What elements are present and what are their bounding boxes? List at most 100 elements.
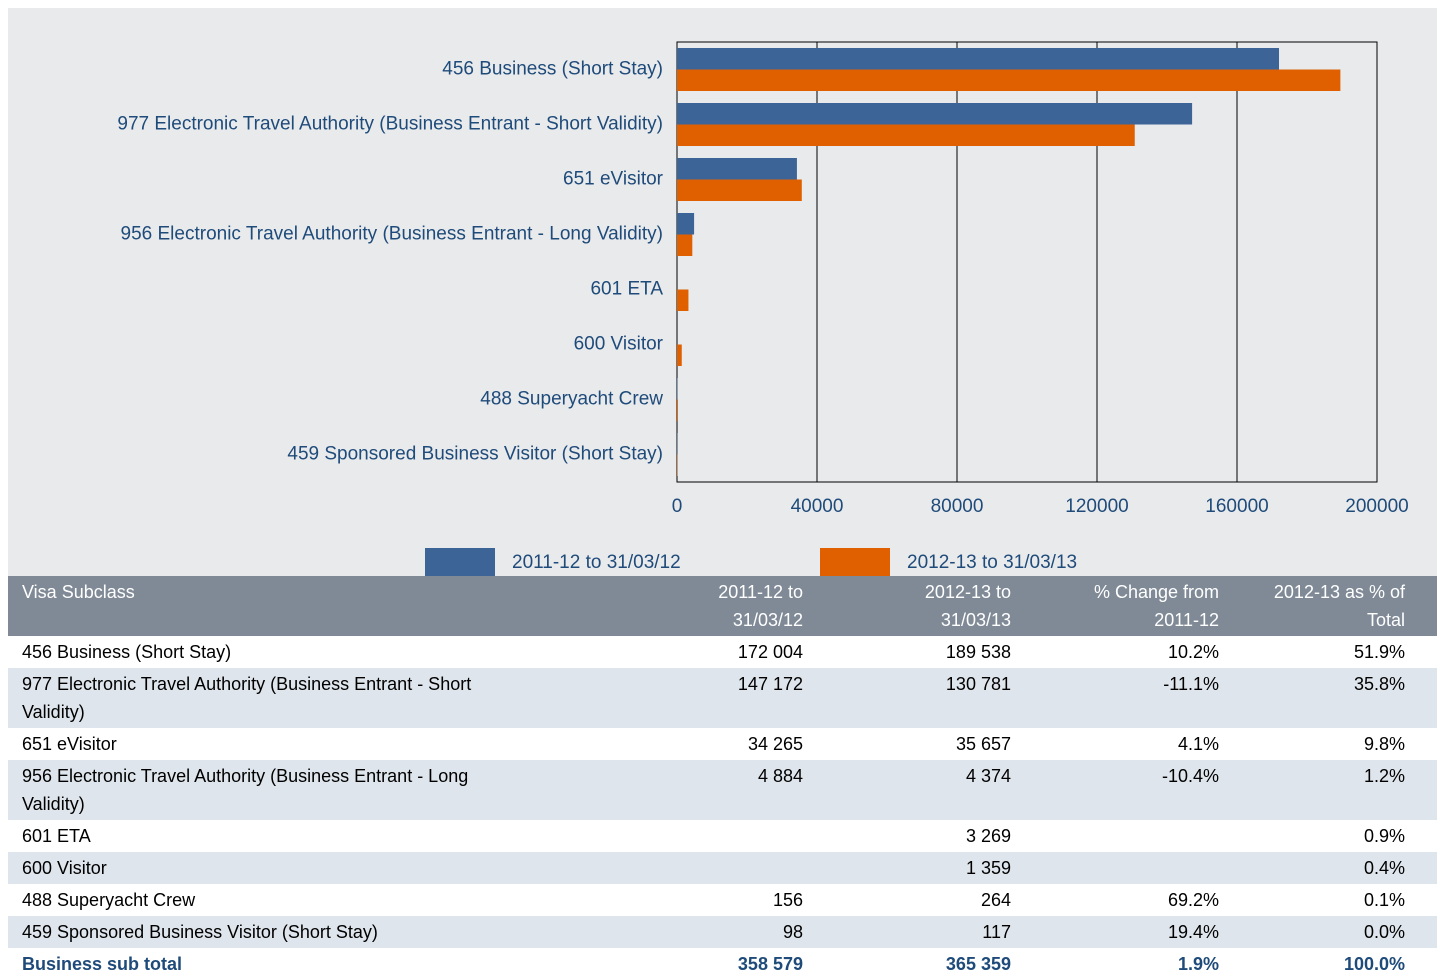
chart-background xyxy=(8,8,1437,576)
cell-text: Visa Subclass xyxy=(22,578,517,606)
table-cell: 1.2% xyxy=(1231,760,1437,820)
table-cell: 0.9% xyxy=(1231,820,1437,852)
cell-text: 10.2% xyxy=(1059,638,1219,666)
y-tick-label: 601 ETA xyxy=(590,279,663,300)
x-tick-label: 80000 xyxy=(931,496,984,517)
table-cell: 117 xyxy=(815,916,1023,948)
bar xyxy=(677,103,1192,125)
cell-text: 1.2% xyxy=(1265,762,1405,790)
cell-text: 651 eVisitor xyxy=(22,730,517,758)
header-cell: Visa Subclass xyxy=(8,576,600,636)
cell-text: 600 Visitor xyxy=(22,854,517,882)
x-tick-label: 200000 xyxy=(1345,496,1408,517)
table-cell: 956 Electronic Travel Authority (Busines… xyxy=(8,760,600,820)
table-cell: -11.1% xyxy=(1023,668,1231,728)
table-row: Business sub total 358 579 365 359 1.9% 100.… xyxy=(8,948,1437,980)
y-tick-label: 956 Electronic Travel Authority (Busines… xyxy=(121,224,663,245)
table-cell: 459 Sponsored Business Visitor (Short St… xyxy=(8,916,600,948)
cell-text: 172 004 xyxy=(693,638,803,666)
cell-text: 456 Business (Short Stay) xyxy=(22,638,517,666)
table-cell: 0.4% xyxy=(1231,852,1437,884)
table-cell xyxy=(600,820,815,852)
cell-text: -11.1% xyxy=(1059,670,1219,698)
table-row: 977 Electronic Travel Authority (Busines… xyxy=(8,668,1437,728)
bar xyxy=(677,180,802,202)
cell-text: % Change from 2011-12 xyxy=(1059,578,1219,634)
table-cell: 601 ETA xyxy=(8,820,600,852)
table-cell: 1 359 xyxy=(815,852,1023,884)
table-cell: 98 xyxy=(600,916,815,948)
table-cell: 100.0% xyxy=(1231,948,1437,980)
legend-label: 2011-12 to 31/03/12 xyxy=(512,552,681,573)
y-tick-label: 459 Sponsored Business Visitor (Short St… xyxy=(287,444,663,465)
x-tick-label: 0 xyxy=(672,496,683,517)
table-cell: 34 265 xyxy=(600,728,815,760)
x-tick-label: 120000 xyxy=(1065,496,1128,517)
cell-text: 365 359 xyxy=(901,950,1011,978)
bar xyxy=(677,70,1340,92)
table-cell: 358 579 xyxy=(600,948,815,980)
x-tick-label: 40000 xyxy=(791,496,844,517)
x-tick-label: 160000 xyxy=(1205,496,1268,517)
table-cell: 4 884 xyxy=(600,760,815,820)
table-cell: 172 004 xyxy=(600,636,815,668)
table-cell: 0.0% xyxy=(1231,916,1437,948)
header-cell: 2012-13 as % of Total xyxy=(1231,576,1437,636)
bar xyxy=(677,290,688,312)
y-tick-label: 600 Visitor xyxy=(574,334,664,355)
table-cell: 651 eVisitor xyxy=(8,728,600,760)
table-cell: 9.8% xyxy=(1231,728,1437,760)
table-cell: 35 657 xyxy=(815,728,1023,760)
cell-text: 977 Electronic Travel Authority (Busines… xyxy=(22,670,517,726)
y-tick-label: 977 Electronic Travel Authority (Busines… xyxy=(117,114,663,135)
chart: 0 40000 80000 120000 160000 200000 456 Busines… xyxy=(0,0,1445,576)
table-cell: 4 374 xyxy=(815,760,1023,820)
table-cell xyxy=(1023,852,1231,884)
table-cell: 19.4% xyxy=(1023,916,1231,948)
table-cell: -10.4% xyxy=(1023,760,1231,820)
bar xyxy=(677,378,678,400)
table-cell: 35.8% xyxy=(1231,668,1437,728)
bar xyxy=(677,345,682,367)
cell-text: Business sub total xyxy=(22,950,517,978)
cell-text: 98 xyxy=(693,918,803,946)
table-row: 600 Visitor 1 359 0.4% xyxy=(8,852,1437,884)
y-tick-label: 488 Superyacht Crew xyxy=(480,389,663,410)
table-cell: 130 781 xyxy=(815,668,1023,728)
legend-label: 2012-13 to 31/03/13 xyxy=(907,552,1077,573)
header-cell: 2011-12 to 31/03/12 xyxy=(600,576,815,636)
table-cell: 1.9% xyxy=(1023,948,1231,980)
cell-text: 156 xyxy=(693,886,803,914)
cell-text: 0.9% xyxy=(1265,822,1405,850)
cell-text: 117 xyxy=(901,918,1011,946)
y-tick-label: 651 eVisitor xyxy=(563,169,664,190)
cell-text: 51.9% xyxy=(1265,638,1405,666)
cell-text: 601 ETA xyxy=(22,822,517,850)
y-tick-label: 456 Business (Short Stay) xyxy=(442,59,663,80)
cell-text: 2012-13 to 31/03/13 xyxy=(901,578,1011,634)
cell-text: 19.4% xyxy=(1059,918,1219,946)
cell-text: 2012-13 as % of Total xyxy=(1265,578,1405,634)
table-cell: 488 Superyacht Crew xyxy=(8,884,600,916)
table-cell: 456 Business (Short Stay) xyxy=(8,636,600,668)
cell-text: 4.1% xyxy=(1059,730,1219,758)
cell-text: 130 781 xyxy=(901,670,1011,698)
cell-text: 0.0% xyxy=(1265,918,1405,946)
bar xyxy=(677,48,1279,70)
table-cell xyxy=(1023,820,1231,852)
data-table: Visa Subclass 2011-12 to 31/03/12 2012-13 … xyxy=(8,576,1437,980)
cell-text: 0.1% xyxy=(1265,886,1405,914)
table-cell: 51.9% xyxy=(1231,636,1437,668)
cell-text: 100.0% xyxy=(1265,950,1405,978)
table-cell: 147 172 xyxy=(600,668,815,728)
cell-text: 35 657 xyxy=(901,730,1011,758)
cell-text: 0.4% xyxy=(1265,854,1405,882)
cell-text: 488 Superyacht Crew xyxy=(22,886,517,914)
cell-text: 956 Electronic Travel Authority (Busines… xyxy=(22,762,517,818)
table-cell: 69.2% xyxy=(1023,884,1231,916)
legend-swatch xyxy=(425,548,495,576)
